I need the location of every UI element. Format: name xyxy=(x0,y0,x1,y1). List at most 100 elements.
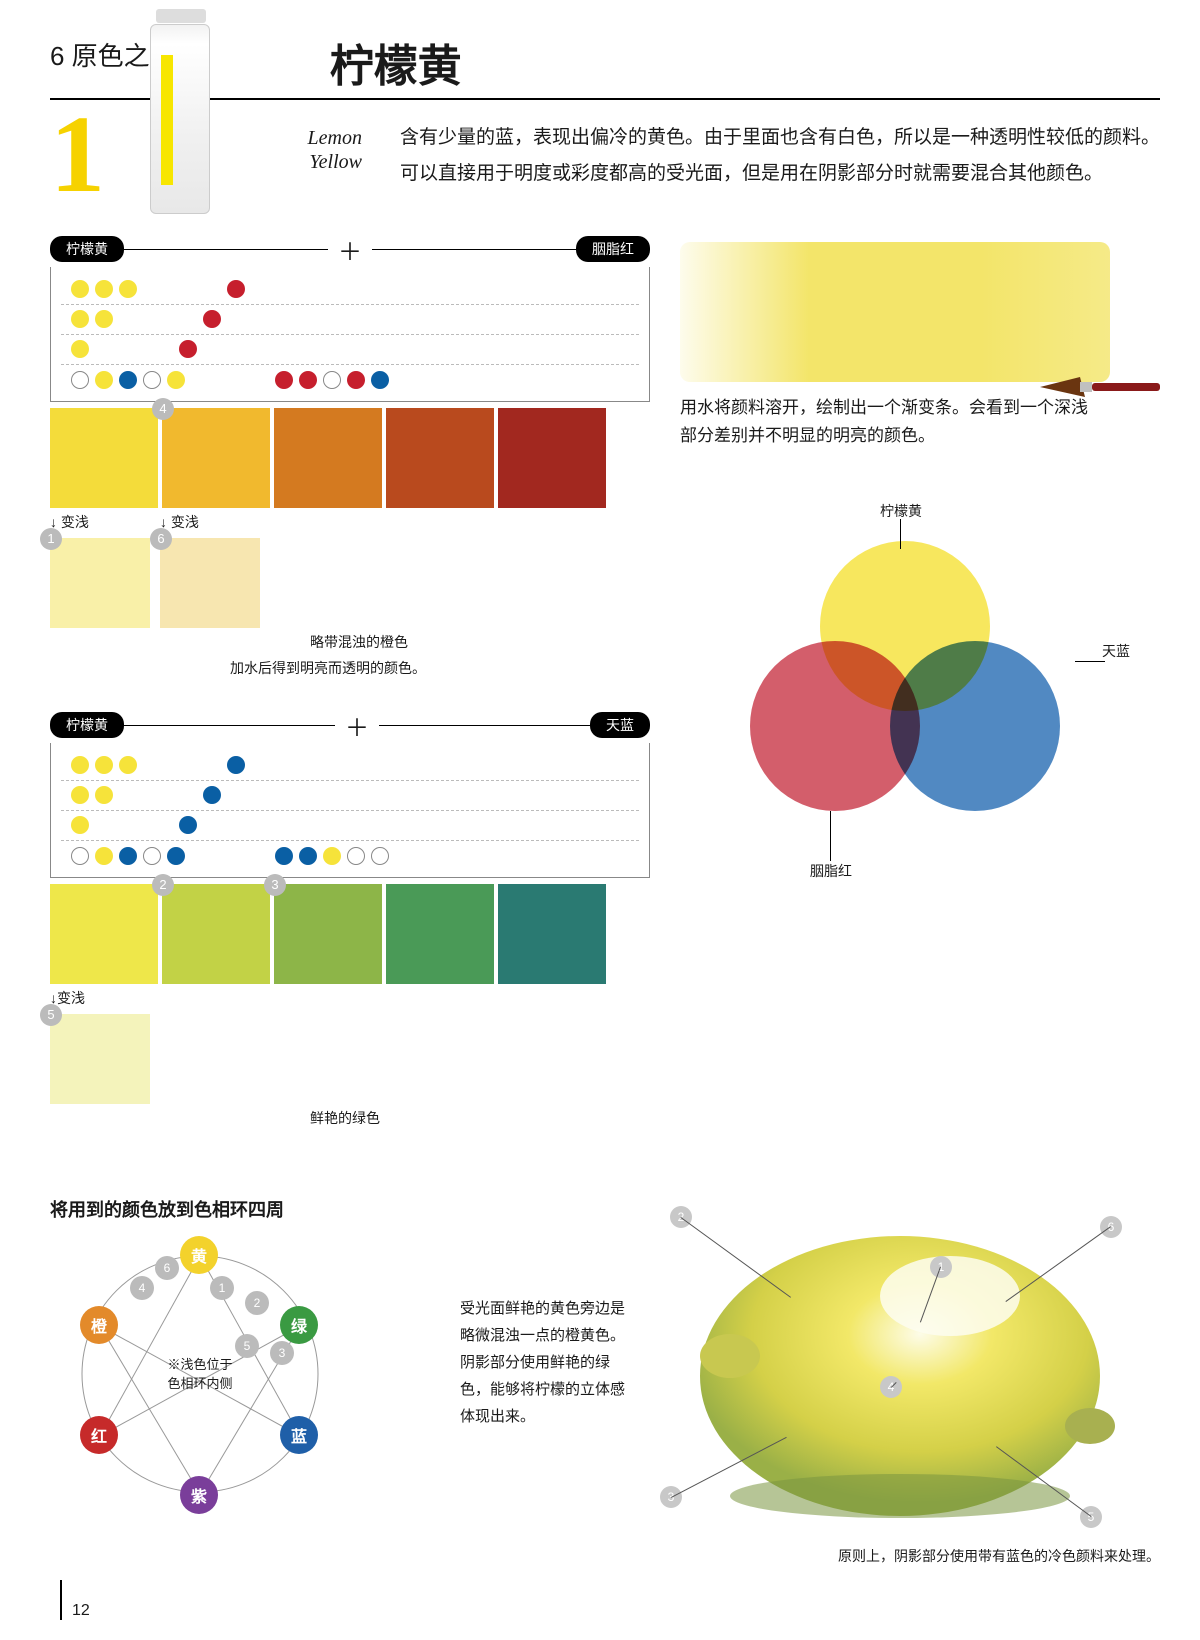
wheel-center-caption: ※浅色位于色相环内侧 xyxy=(150,1354,250,1392)
mix-dot xyxy=(71,340,89,358)
mix-dot xyxy=(179,816,197,834)
venn-label-yellow: 柠檬黄 xyxy=(880,501,922,521)
swatch-badge: 5 xyxy=(40,1004,62,1026)
mix1-right-label: 胭脂红 xyxy=(576,236,650,262)
color-swatch xyxy=(50,884,158,984)
mix1-note-bottom: 加水后得到明亮而透明的颜色。 xyxy=(230,658,650,678)
color-wheel-section: 将用到的颜色放到色相环四周 ※浅色位于色相环内侧 黄绿蓝紫红橙641253 xyxy=(50,1196,430,1496)
color-swatch: 4 xyxy=(162,408,270,508)
mix2-note-mid: 鲜艳的绿色 xyxy=(310,1108,650,1128)
mix-dot xyxy=(119,756,137,774)
venn-circle xyxy=(750,641,920,811)
mix-dot xyxy=(95,786,113,804)
mix-dot xyxy=(143,847,161,865)
color-swatch-light: 6 xyxy=(160,538,260,628)
paintbrush-icon xyxy=(1040,372,1160,402)
swatch-badge: 6 xyxy=(150,528,172,550)
color-swatch xyxy=(386,408,494,508)
wheel-gray-badge: 4 xyxy=(130,1276,154,1300)
mix-dot xyxy=(227,280,245,298)
mix-dot xyxy=(167,847,185,865)
wheel-node: 紫 xyxy=(180,1476,218,1514)
mix-dot xyxy=(347,371,365,389)
mix-dot xyxy=(203,310,221,328)
color-swatch xyxy=(386,884,494,984)
plus-icon: ＋ xyxy=(328,232,372,267)
brush-stroke-swatch xyxy=(680,242,1110,382)
mix-dot xyxy=(371,847,389,865)
mix-dot xyxy=(71,847,89,865)
page-title: 柠檬黄 xyxy=(330,30,462,94)
brush-caption: 用水将颜料溶开，绘制出一个渐变条。会看到一个深浅部分差别并不明显的明亮的颜色。 xyxy=(680,394,1100,452)
mix-dot xyxy=(71,280,89,298)
plus-icon: ＋ xyxy=(335,708,379,743)
wheel-node: 黄 xyxy=(180,1236,218,1274)
mix-dot xyxy=(275,371,293,389)
lemon-illustration: 受光面鲜艳的黄色旁边是略微混浊一点的橙黄色。阴影部分使用鲜艳的绿色，能够将柠檬的… xyxy=(460,1196,1160,1496)
mix1-note-mid: 略带混浊的橙色 xyxy=(310,632,650,652)
wheel-gray-badge: 6 xyxy=(155,1256,179,1280)
mix-dot xyxy=(95,756,113,774)
lemon-body-text: 受光面鲜艳的黄色旁边是略微混浊一点的橙黄色。阴影部分使用鲜艳的绿色，能够将柠檬的… xyxy=(460,1296,630,1431)
primary-number: 1 xyxy=(50,108,105,202)
color-swatch xyxy=(498,408,606,508)
mix-dot xyxy=(347,847,365,865)
mix2-right-label: 天蓝 xyxy=(590,712,650,738)
intro-paragraph: 含有少量的蓝，表现出偏冷的黄色。由于里面也含有白色，所以是一种透明性较低的颜料。… xyxy=(400,108,1160,192)
wheel-gray-badge: 3 xyxy=(270,1341,294,1365)
mix-dot xyxy=(323,847,341,865)
english-name: LemonYellow xyxy=(303,108,362,174)
mix-dot xyxy=(95,310,113,328)
color-swatch: 3 xyxy=(274,884,382,984)
color-swatch xyxy=(50,408,158,508)
color-swatch-light: 5 xyxy=(50,1014,150,1104)
swatch-badge: 1 xyxy=(40,528,62,550)
mix-panel-crimson: 柠檬黄 ＋ 胭脂红 4 ↓ 变浅1↓ 变浅6 略带混浊的橙色 加水后得到明亮而透… xyxy=(50,232,650,678)
page-number: 12 xyxy=(60,1580,90,1620)
series-label: 6 原色之 xyxy=(50,30,150,73)
mix-dot xyxy=(95,280,113,298)
mix-dot xyxy=(71,310,89,328)
mix-dot xyxy=(95,847,113,865)
color-swatch-light: 1 xyxy=(50,538,150,628)
mix-dot xyxy=(371,371,389,389)
mix-dot xyxy=(119,847,137,865)
mix-dot xyxy=(299,847,317,865)
mix-dot xyxy=(71,816,89,834)
color-swatch xyxy=(274,408,382,508)
mix-dot xyxy=(323,371,341,389)
color-swatch: 2 xyxy=(162,884,270,984)
color-swatch xyxy=(498,884,606,984)
mix-panel-blue: 柠檬黄 ＋ 天蓝 23 ↓变浅5 鲜艳的绿色 xyxy=(50,708,650,1128)
mix-dot xyxy=(275,847,293,865)
mix-dot xyxy=(71,756,89,774)
mix-dot xyxy=(119,371,137,389)
venn-label-blue: 天蓝 xyxy=(1102,641,1130,661)
wheel-gray-badge: 5 xyxy=(235,1334,259,1358)
wheel-title: 将用到的颜色放到色相环四周 xyxy=(50,1196,430,1222)
wheel-node: 橙 xyxy=(80,1306,118,1344)
mix-dot xyxy=(299,371,317,389)
swatch-badge: 2 xyxy=(152,874,174,896)
mix-dot xyxy=(143,371,161,389)
page-header: 6 原色之 柠檬黄 xyxy=(50,30,1160,100)
mix-dot xyxy=(119,280,137,298)
swatch-badge: 3 xyxy=(264,874,286,896)
mix-dot xyxy=(227,756,245,774)
wheel-node: 红 xyxy=(80,1416,118,1454)
mix1-left-label: 柠檬黄 xyxy=(50,236,124,262)
mix-dot xyxy=(71,371,89,389)
wheel-node: 蓝 xyxy=(280,1416,318,1454)
sub-header: 1 LemonYellow 含有少量的蓝，表现出偏冷的黄色。由于里面也含有白色，… xyxy=(50,108,1160,202)
mix2-left-label: 柠檬黄 xyxy=(50,712,124,738)
mix-dot xyxy=(179,340,197,358)
wheel-node: 绿 xyxy=(280,1306,318,1344)
mix-dot xyxy=(71,786,89,804)
venn-label-red: 胭脂红 xyxy=(810,861,852,881)
mix-dot xyxy=(167,371,185,389)
swatch-badge: 4 xyxy=(152,398,174,420)
wheel-gray-badge: 2 xyxy=(245,1291,269,1315)
wheel-gray-badge: 1 xyxy=(210,1276,234,1300)
mix-dot xyxy=(95,371,113,389)
venn-diagram: 柠檬黄 天蓝 胭脂红 xyxy=(720,531,1100,871)
